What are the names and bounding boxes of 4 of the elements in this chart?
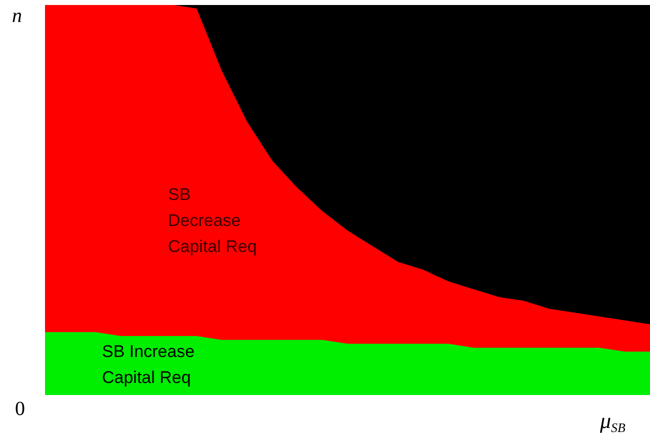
annotation: SB Decrease Capital Req [168,185,257,256]
annotation: SB Increase Capital Req [102,342,195,387]
y-axis-title: n [12,5,22,27]
text: 0 [15,398,25,420]
